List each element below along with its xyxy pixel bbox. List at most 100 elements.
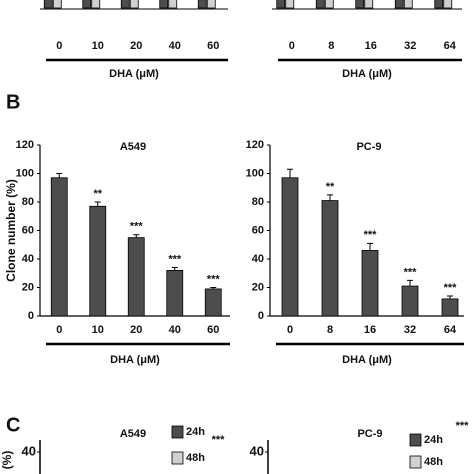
y-axis-label: Clone number (%)	[4, 179, 18, 282]
x-tick-label: 40	[169, 324, 181, 336]
x-tick-label: 8	[327, 324, 333, 336]
y-tick-label: 40	[22, 253, 34, 265]
x-tick-label: 64	[444, 40, 457, 52]
bar	[127, 237, 145, 317]
annotation: ***	[207, 273, 221, 285]
bar-stub	[52, 0, 62, 9]
x-axis-label: DHA (μM)	[110, 354, 160, 366]
annotation: ***	[130, 221, 144, 233]
y-tick-label: 120	[16, 139, 34, 151]
y-tick-label: 100	[16, 167, 34, 179]
bar	[281, 177, 299, 317]
bar-stub	[355, 0, 365, 9]
bar	[441, 298, 459, 317]
x-tick-label: 16	[365, 40, 377, 52]
error-bar	[287, 168, 293, 178]
legend-label: 24h	[186, 426, 205, 438]
annotation: ***	[404, 266, 418, 278]
bar	[89, 205, 107, 317]
y-tick-label: 0	[258, 310, 264, 322]
legend-label: 24h	[424, 434, 443, 446]
bar-stub	[159, 0, 169, 9]
y-tick-label: 20	[22, 281, 34, 293]
x-tick-label: 10	[92, 40, 104, 52]
y-tick-label: 60	[252, 224, 264, 236]
legend-swatch	[171, 451, 184, 465]
bar	[50, 177, 68, 317]
y-tick-label: 80	[252, 196, 264, 208]
error-bar	[447, 295, 453, 299]
error-bar	[94, 201, 101, 207]
x-tick-label: 0	[56, 324, 62, 336]
bar-stub	[206, 0, 216, 9]
error-bar	[407, 279, 413, 287]
bar-stub	[285, 0, 295, 9]
x-tick-label: 32	[404, 324, 416, 336]
y-tick-label: 100	[246, 167, 264, 179]
bar	[361, 250, 379, 317]
bar-stub	[434, 0, 444, 9]
y-tick-label: 40	[22, 443, 36, 458]
x-tick-label: 0	[287, 324, 293, 336]
bar-stub	[403, 0, 413, 9]
error-bar	[56, 173, 63, 178]
annotation: ***	[456, 420, 470, 432]
bar-stub	[168, 0, 178, 9]
chart-title: PC-9	[357, 428, 382, 440]
y-axis-label: (%)	[0, 451, 14, 470]
y-tick-label: 20	[252, 281, 264, 293]
x-axis-label: DHA (μM)	[342, 354, 392, 366]
error-bar	[327, 194, 333, 201]
bar-stub	[129, 0, 139, 9]
bar	[401, 285, 419, 317]
x-tick-label: 40	[169, 40, 181, 52]
bar-stub	[82, 0, 92, 9]
bar-stub	[315, 0, 325, 9]
annotation: ***	[444, 282, 458, 294]
y-tick-label: 0	[28, 310, 34, 322]
bar	[321, 200, 339, 317]
annotation: **	[326, 181, 335, 193]
error-bar	[133, 234, 140, 238]
x-axis-label: DHA (μM)	[342, 68, 392, 80]
legend-swatch	[409, 433, 422, 447]
x-axis-label: DHA (μM)	[109, 68, 159, 80]
annotation: ***	[364, 229, 378, 241]
x-tick-label: 64	[444, 324, 457, 336]
bar-stub	[394, 0, 404, 9]
bar	[204, 288, 222, 317]
panel-label: C	[6, 414, 20, 436]
y-tick-label: 120	[246, 139, 264, 151]
bar-stub	[324, 0, 334, 9]
bar-stub	[197, 0, 207, 9]
bar-stub	[364, 0, 374, 9]
bar-stub	[443, 0, 453, 9]
chart-title: A549	[120, 428, 146, 440]
annotation: ***	[168, 253, 182, 265]
legend-swatch	[171, 425, 184, 439]
bar-stub	[43, 0, 53, 9]
y-tick-label: 80	[22, 196, 34, 208]
error-bar	[171, 267, 178, 271]
panel-label: B	[6, 91, 20, 113]
error-bar	[210, 287, 217, 289]
y-tick-label: 40	[252, 253, 264, 265]
x-tick-label: 60	[207, 40, 219, 52]
y-tick-label: 60	[22, 224, 34, 236]
annotation: ***	[212, 434, 226, 446]
x-tick-label: 60	[207, 324, 219, 336]
bar-stub	[91, 0, 101, 9]
y-tick-label: 40	[250, 443, 264, 458]
x-tick-label: 20	[130, 324, 142, 336]
x-tick-label: 8	[328, 40, 334, 52]
legend-swatch	[409, 455, 422, 469]
x-tick-label: 16	[364, 324, 376, 336]
bar-stub	[120, 0, 130, 9]
legend-label: 48h	[424, 456, 443, 468]
x-tick-label: 0	[56, 40, 62, 52]
error-bar	[367, 242, 373, 251]
legend-label: 48h	[186, 452, 205, 464]
chart-title: PC-9	[356, 141, 381, 153]
chart-title: A549	[120, 141, 146, 153]
